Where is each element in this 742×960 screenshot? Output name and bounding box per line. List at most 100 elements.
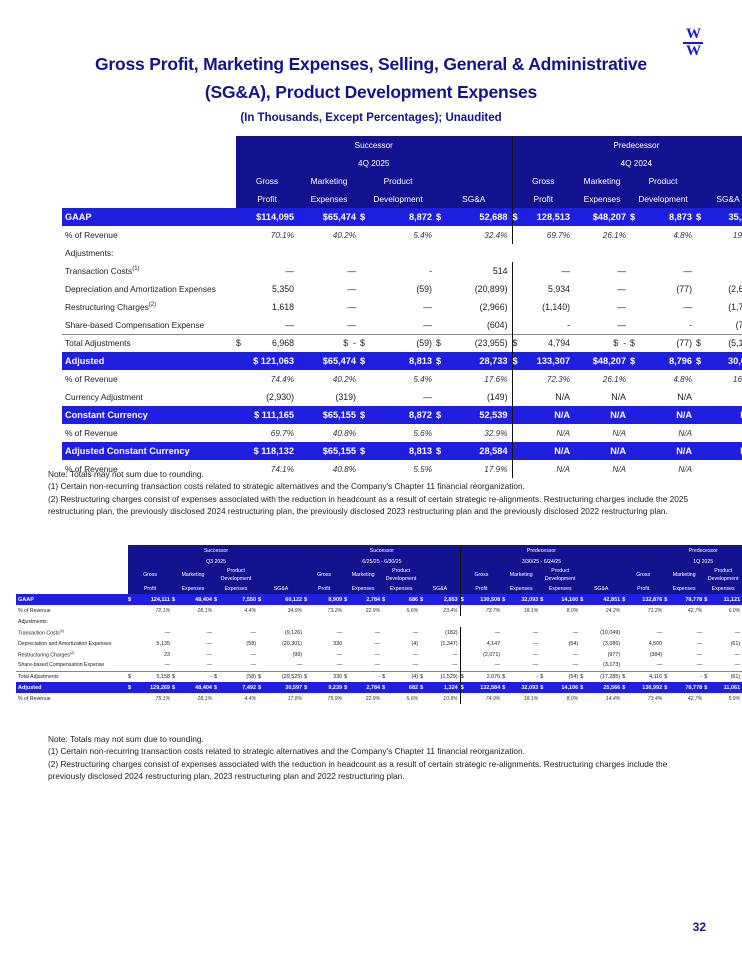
table2-cell: (61): [730, 640, 741, 647]
table-row: Share-based Compensation Expense — — — (604)…: [62, 316, 742, 334]
col-header-b2-0: Product: [630, 172, 697, 190]
table2-cell: 4.4%: [244, 607, 256, 614]
col2-header-1-1-1: Expenses: [344, 583, 383, 594]
col2-header-2-2-1: Expenses: [540, 583, 581, 594]
notes-block-1: Note: Totals may not sum due to rounding…: [48, 468, 698, 518]
table-cell: 5,934: [511, 280, 575, 298]
table2-cell: —: [656, 629, 663, 636]
table-cell: N/A: [696, 406, 742, 424]
table-row: Transaction Costs(1)——-514————: [62, 262, 742, 280]
table2-cell: 71.2%: [647, 607, 663, 614]
table2-row: Adjustments:: [16, 616, 742, 627]
table2-cell: —: [459, 660, 503, 671]
table-cell-currency: $: [436, 333, 450, 352]
table-cell: $: [360, 446, 366, 456]
group2-header-3: Predecessor: [622, 545, 742, 556]
group-header-predecessor: Predecessor: [511, 136, 742, 154]
table-cell: 17.6%: [484, 374, 508, 384]
table2-cell: (58): [222, 670, 258, 682]
table2-cell: 2,853: [443, 596, 458, 603]
table-period-header-row: 4Q 2025 4Q 2024: [62, 154, 742, 172]
spacer-cell: [62, 154, 236, 172]
table2-cell: 17.8%: [287, 695, 303, 702]
table-cell: —: [347, 302, 356, 312]
table2-cell: (54): [568, 640, 579, 647]
table-cell: $65,474: [322, 356, 356, 366]
group2-header-1: Successor: [304, 545, 461, 556]
table-cell: (604): [486, 319, 508, 330]
period2-header-2: 3/30/25 - 6/24/25: [459, 556, 623, 567]
table2-cell: $: [304, 596, 308, 603]
table2-cell: (384): [649, 651, 663, 658]
table2-cell: 8.0%: [566, 695, 579, 702]
table-cell: $ -: [298, 333, 360, 352]
table2-cell: —: [206, 640, 212, 647]
table2-cell: $: [704, 670, 713, 682]
col-header-b1-0: Marketing: [574, 172, 631, 190]
table2-cell: $: [502, 670, 511, 682]
note-footnote1-1: (1) Certain non-recurring transaction co…: [48, 481, 525, 492]
table-cell: $: [630, 212, 636, 222]
table2-column-header-row: Gross Marketing Product Development Gross Ma…: [16, 567, 742, 583]
table-cell-currency: $: [511, 333, 527, 352]
table-cell: 30,045: [728, 356, 742, 366]
page-title-line2: (SG&A), Product Development Expenses: [204, 82, 538, 102]
table-cell: (2,966): [479, 302, 508, 312]
table-cell-currency: $: [236, 333, 250, 352]
table2-cell: 5,158: [136, 670, 172, 682]
table2-row: Adjusted $129,269 $48,404 $7,492 $30,597 $9,2…: [16, 682, 742, 693]
table-cell: 4,794: [526, 333, 575, 352]
table-cell: —: [285, 266, 294, 276]
notes-block-2: Note: Totals may not sum due to rounding…: [48, 733, 698, 783]
table2-cell: $: [704, 684, 708, 691]
title-block: Gross Profit, Marketing Expenses, Sellin…: [0, 50, 742, 124]
table-cell: $: [696, 212, 702, 222]
table-cell: —: [347, 284, 356, 294]
table2-cell: $: [664, 684, 668, 691]
period2-header-1: 6/25/25 - 6/30/25: [304, 556, 461, 567]
row-label: % of Revenue: [65, 428, 118, 438]
table2-cell: —: [164, 629, 170, 636]
table-group-header-row: Successor Predecessor: [62, 136, 742, 154]
col-header-b0-0: Gross: [511, 172, 575, 190]
col2-header-3-1-1: Expenses: [664, 583, 705, 594]
table-cell: 74.1%: [270, 464, 294, 474]
table2-cell: $: [664, 670, 673, 682]
row2-label: Restructuring Charges(2): [18, 650, 75, 659]
table-cell: $ 118,132: [253, 446, 294, 456]
table-cell: (149): [486, 392, 508, 402]
table-cell: 8,872: [409, 212, 432, 222]
col2-header-0-1-0: Marketing: [172, 567, 214, 583]
row2-label: Depreciation and Amortization Expenses: [18, 640, 112, 647]
company-logo: W W: [680, 22, 706, 64]
table2-cell: —: [696, 651, 703, 658]
table-cell: 5.6%: [413, 428, 432, 438]
table2-cell: $: [344, 684, 348, 691]
table2-cell: (182): [445, 629, 458, 636]
table2-cell: 130,508: [480, 596, 501, 603]
spacer-cell: [16, 545, 128, 556]
table2-cell: 30,597: [285, 684, 303, 691]
table2-cell: (58): [246, 640, 256, 647]
table2-cell: $: [214, 670, 222, 682]
table2-cell: 11,061: [723, 684, 741, 691]
table2-cell: —: [412, 651, 419, 658]
table2-cell: (17,285): [588, 670, 623, 682]
col2-header-1-3-1: SG&A: [420, 583, 461, 594]
table2-cell: —: [572, 651, 579, 658]
table-cell: $114,095: [256, 212, 294, 222]
table-cell: (2,930): [266, 392, 294, 402]
table2-cell: —: [452, 651, 458, 658]
logo-divider: [683, 42, 703, 44]
table-cell: —: [423, 392, 432, 402]
table2-cell: 73.2%: [327, 607, 343, 614]
table2-cell: $: [540, 596, 544, 603]
table2-cell: 4,500: [648, 640, 663, 647]
table-cell: —: [683, 302, 693, 312]
empty-cells: [236, 244, 742, 262]
table-cell: N/A: [511, 442, 575, 460]
table2-cell: $: [459, 682, 469, 693]
table2-cell: 32,093: [521, 684, 539, 691]
table2-cell: 75.9%: [327, 695, 343, 702]
table-cell: 69.7%: [270, 428, 294, 438]
